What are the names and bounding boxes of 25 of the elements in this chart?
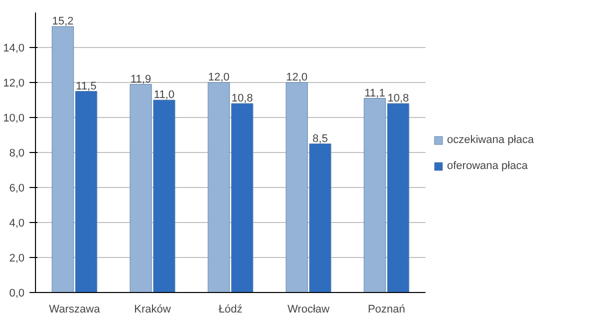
x-tick-label: Łódź [218,304,242,316]
x-tick-label: Wrocław [288,304,330,316]
y-tick-label: 12,0 [3,78,25,90]
y-tick-label: 2,0 [9,252,25,264]
x-tick-label: Poznań [368,304,406,316]
data-label: 11,0 [154,89,174,101]
x-tick-label: Warszawa [49,304,101,316]
data-label: 11,5 [76,80,96,92]
data-label: 15,2 [52,16,74,28]
data-label: 12,0 [208,72,230,84]
y-tick-label: 10,0 [3,112,25,124]
y-tick-label: 0,0 [9,288,25,300]
y-tick-label: 14,0 [3,42,25,54]
data-label: 11,9 [130,73,152,86]
data-label: 11,1 [364,87,386,100]
data-label: 10,8 [231,92,253,104]
y-tick-label: 8,0 [9,148,25,160]
y-tick-label: 6,0 [9,182,25,194]
data-label: 8,5 [312,132,328,145]
data-label: 10,8 [387,92,409,104]
data-label: 12,0 [286,72,308,84]
x-tick-label: Kraków [134,304,171,316]
legend-label: oferowana płaca [447,160,528,172]
legend-label: oczekiwana płaca [447,134,534,146]
y-tick-label: 4,0 [9,218,25,230]
